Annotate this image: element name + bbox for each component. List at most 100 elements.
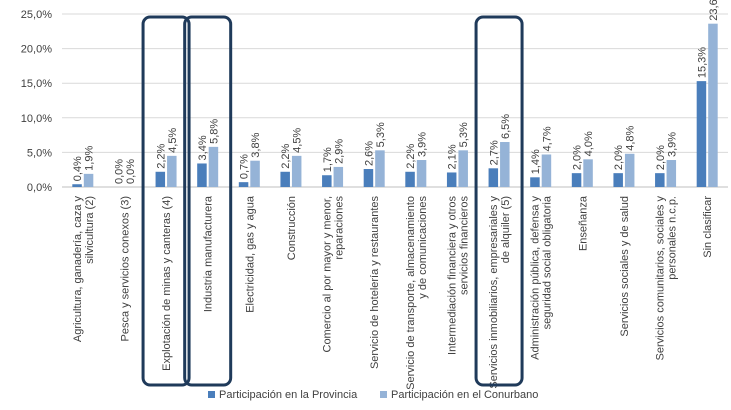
bar: [488, 168, 499, 187]
data-label: 3,9%: [417, 132, 429, 157]
bar: [250, 160, 260, 187]
bar: [666, 160, 677, 187]
category-label: Industria manufacturera: [203, 195, 215, 312]
category-label-line: Comercio al por mayor y menor,: [322, 196, 334, 353]
data-label: 4,5%: [167, 128, 179, 153]
data-label: 2,2%: [405, 143, 417, 168]
category-label: Servicio de hotelería y restaurantes: [369, 196, 381, 370]
category-label-line: Servicios comunitarios, sociales y: [655, 196, 667, 361]
bar: [530, 177, 540, 187]
data-label: 3,4%: [197, 135, 209, 160]
category-label-line: reparaciones: [334, 196, 346, 260]
data-label: 2,2%: [155, 143, 167, 168]
bar: [708, 23, 718, 187]
data-label: 23,6%: [708, 0, 720, 21]
category-label-line: de alquiler (5): [500, 196, 512, 263]
data-label: 2,0%: [572, 145, 584, 170]
data-label: 4,0%: [583, 131, 595, 156]
bar: [322, 175, 332, 187]
category-label-line: Intermediación financiera y otros: [446, 196, 458, 355]
data-label: 0,0%: [125, 159, 137, 184]
data-label: 0,0%: [114, 159, 126, 184]
y-tick-label: 0,0%: [27, 182, 52, 194]
data-label: 2,2%: [280, 143, 292, 168]
category-label-line: y de comunicaciones: [417, 196, 429, 299]
highlight-box: [141, 15, 191, 387]
bar: [500, 142, 510, 187]
bar: [238, 182, 249, 187]
category-label: Servicio de transporte, almacenamientoy …: [405, 196, 429, 390]
category-label-line: Servicios sociales y de salud: [619, 196, 631, 337]
bar: [363, 169, 374, 187]
bar: [541, 154, 552, 187]
y-tick-label: 5,0%: [27, 147, 52, 159]
data-label: 3,8%: [250, 132, 262, 157]
bar: [280, 171, 290, 187]
legend-swatch: [208, 391, 215, 398]
bar: [446, 172, 457, 187]
category-label-line: Explotación de minas y canteras (4): [161, 196, 173, 371]
category-label: Servicios inmobiliarios, empresariales y…: [488, 196, 512, 389]
category-label-line: silvicultura (2): [84, 196, 96, 264]
bar: [72, 184, 82, 187]
bar: [696, 81, 707, 187]
category-label: Construcción: [286, 196, 298, 260]
highlight-box: [474, 15, 524, 387]
category-label-line: Enseñanza: [577, 195, 589, 251]
highlight-box: [183, 15, 233, 387]
bar: [155, 171, 166, 187]
bars: [72, 23, 718, 187]
data-label: 2,6%: [363, 141, 375, 166]
category-label-line: Pesca y servicios conexos (3): [119, 196, 131, 342]
category-label: Servicios comunitarios, sociales yperson…: [655, 196, 679, 361]
bar: [624, 153, 635, 187]
data-label: 2,0%: [613, 145, 625, 170]
legend-label: Participación en la Provincia: [219, 389, 358, 401]
category-label-line: Construcción: [286, 196, 298, 260]
data-label: 1,4%: [530, 149, 542, 174]
data-label: 4,5%: [292, 128, 304, 153]
bar: [416, 160, 427, 187]
category-label-line: Servicio de transporte, almacenamiento: [405, 196, 417, 390]
x-axis-labels: Agricultura, ganadería, caza ysilvicultu…: [72, 195, 714, 390]
data-label: 1,7%: [322, 147, 334, 172]
category-label-line: Administración pública, defensa y: [530, 196, 542, 360]
data-label: 2,1%: [447, 144, 459, 169]
y-tick-label: 10,0%: [21, 113, 52, 125]
bar: [458, 150, 468, 187]
category-label: Agricultura, ganadería, caza ysilvicultu…: [72, 196, 96, 343]
category-label: Servicios sociales y de salud: [619, 196, 631, 337]
y-tick-label: 20,0%: [21, 44, 52, 56]
data-label: 4,7%: [541, 126, 553, 151]
category-label-line: servicios financieros: [458, 196, 470, 296]
bar: [405, 171, 415, 187]
bar: [583, 159, 593, 187]
data-labels: 0,4% 0,0% 2,2% 3,4% 0,7% 2,2% 1,7% 2,6% 2,2% 2,1%…: [72, 0, 720, 184]
category-label: Sin clasificar: [702, 196, 714, 258]
category-label-line: seguridad social obligatoria: [542, 195, 554, 329]
y-axis-ticks: 0,0% 5,0% 10,0% 15,0% 20,0% 25,0%: [21, 9, 52, 194]
category-label-line: Electricidad, gas y agua: [244, 195, 256, 313]
data-label: 5,3%: [375, 122, 387, 147]
bar: [571, 173, 582, 187]
data-label: 5,8%: [208, 119, 220, 144]
y-tick-label: 15,0%: [21, 78, 52, 90]
category-label: Comercio al por mayor y menor,reparacion…: [322, 196, 346, 353]
bar: [291, 155, 302, 187]
bar: [333, 166, 344, 187]
bar: [655, 173, 665, 187]
data-label: 6,5%: [500, 114, 512, 139]
data-label: 0,4%: [72, 156, 84, 181]
bar: [613, 173, 623, 187]
category-label-line: Servicio de hotelería y restaurantes: [369, 196, 381, 370]
y-tick-label: 25,0%: [21, 9, 52, 21]
category-label-line: Agricultura, ganadería, caza y: [72, 196, 84, 343]
bar: [208, 146, 219, 187]
data-label: 0,7%: [239, 154, 251, 179]
data-label: 1,9%: [84, 146, 96, 171]
bar: [375, 150, 385, 187]
bar: [197, 163, 207, 187]
category-label: Administración pública, defensa ysegurid…: [530, 195, 554, 360]
data-label: 4,8%: [625, 125, 637, 150]
data-label: 5,3%: [458, 122, 470, 147]
